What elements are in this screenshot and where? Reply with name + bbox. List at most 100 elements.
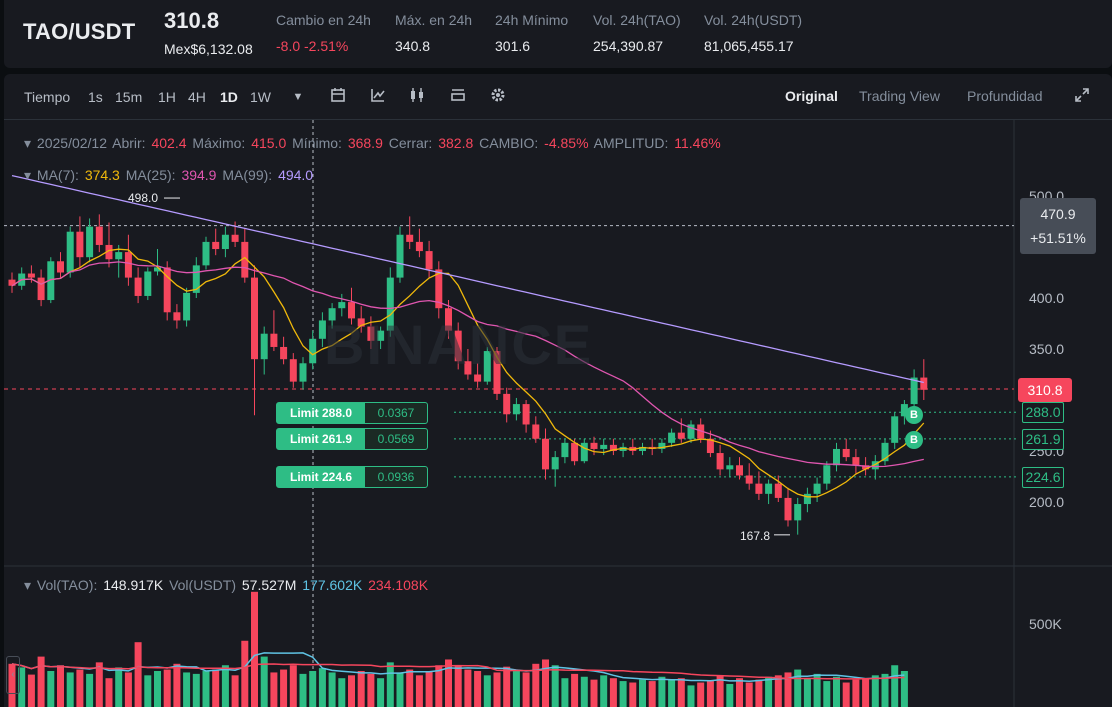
- volume-bar: [532, 663, 540, 707]
- volume-bar: [512, 669, 520, 707]
- volume-bar: [784, 672, 792, 707]
- chart-panel[interactable]: Tiempo 1s 15m 1H 4H 1D 1W ▼ Original Tra…: [4, 74, 1112, 707]
- volume-bar: [474, 671, 482, 707]
- cursor-price: 470.9: [1040, 206, 1076, 222]
- stat-high: Máx. en 24h 340.8: [395, 12, 472, 54]
- view-depth[interactable]: Profundidad: [967, 88, 1043, 104]
- candle-body: [687, 424, 695, 439]
- candle-body: [668, 432, 676, 443]
- ma25-line: [11, 261, 924, 468]
- volume-bar: [377, 678, 385, 707]
- triangle-down-icon: ▾: [24, 135, 32, 151]
- candle-body: [66, 231, 74, 273]
- ma7-line: [11, 248, 925, 498]
- current-price-tag: 310.8: [1018, 378, 1072, 402]
- layout-icon[interactable]: [448, 87, 468, 107]
- range-value: 11.46%: [674, 135, 721, 151]
- volume-bar: [212, 669, 220, 707]
- volume-bar: [221, 665, 229, 707]
- y-tick-label: 350.0: [1029, 341, 1065, 357]
- interval-4h[interactable]: 4H: [188, 89, 206, 105]
- order-qty: 0.0367: [377, 406, 415, 420]
- order-axis-tag: 288.0: [1022, 402, 1064, 423]
- candle-body: [425, 251, 433, 270]
- candle-body: [483, 351, 491, 382]
- candle-body: [221, 234, 229, 250]
- candle-body: [697, 424, 705, 439]
- volume-bar: [115, 667, 123, 707]
- candle-body: [823, 465, 831, 484]
- candlestick-chart[interactable]: [4, 120, 1112, 707]
- candle-body: [338, 302, 346, 309]
- volume-bar: [871, 675, 879, 707]
- expand-icon[interactable]: [1072, 87, 1092, 107]
- volume-bar: [241, 640, 249, 707]
- candle-body: [454, 330, 462, 362]
- ohlc-legend: ▾ 2025/02/12 Abrir: 402.4 Máximo: 415.0 …: [24, 135, 723, 152]
- crosshair-price-tag: 470.9 +51.51%: [1020, 198, 1096, 254]
- volume-bar: [881, 673, 889, 707]
- candle-body: [445, 308, 452, 331]
- candle-body: [755, 483, 763, 494]
- volume-bar: [231, 675, 239, 707]
- volume-bar: [813, 673, 821, 707]
- stat-label: Máx. en 24h: [395, 12, 473, 28]
- limit-order-tag[interactable]: Limit 261.9 0.0569: [276, 428, 428, 450]
- candle-body: [726, 465, 734, 470]
- volume-bar: [309, 671, 317, 707]
- candle-body: [542, 438, 549, 470]
- view-tradingview[interactable]: Trading View: [859, 88, 940, 104]
- high-value: 415.0: [251, 135, 287, 151]
- buy-badge[interactable]: B: [905, 406, 923, 424]
- interval-1d[interactable]: 1D: [220, 89, 238, 105]
- scroll-left-button[interactable]: ‹: [6, 656, 20, 694]
- volume-bar: [755, 679, 763, 707]
- candle-body: [891, 416, 899, 443]
- buy-badge[interactable]: B: [905, 431, 923, 449]
- candle-body: [833, 448, 840, 466]
- settings-icon[interactable]: [488, 87, 508, 107]
- candle-body: [803, 493, 811, 505]
- volume-bar: [590, 679, 598, 707]
- volume-bar: [76, 669, 84, 707]
- limit-order-tag[interactable]: Limit 288.0 0.0367: [276, 402, 428, 424]
- candle-body: [154, 267, 161, 272]
- stat-value: -8.0 -2.51%: [276, 38, 349, 54]
- volume-bar: [609, 678, 617, 707]
- candle-body: [677, 432, 685, 439]
- order-qty: 0.0569: [377, 432, 415, 446]
- volume-bar: [697, 682, 705, 707]
- stat-label: Vol. 24h(USDT): [704, 12, 803, 28]
- candle-body: [396, 234, 404, 278]
- calendar-icon[interactable]: [328, 87, 348, 107]
- candle-body: [386, 277, 394, 331]
- volume-bar: [891, 665, 899, 707]
- interval-15m[interactable]: 15m: [115, 89, 143, 105]
- interval-1w[interactable]: 1W: [250, 89, 271, 105]
- indicator-icon[interactable]: [368, 87, 388, 107]
- volume-bar: [348, 675, 355, 707]
- volume-bar: [57, 665, 64, 707]
- candle-body: [415, 241, 423, 252]
- volume-bar: [706, 681, 714, 707]
- candle-body: [474, 374, 482, 382]
- interval-1h[interactable]: 1H: [158, 89, 176, 105]
- volume-bar: [639, 679, 646, 707]
- vol-usdt-value: 57.527M: [241, 577, 297, 593]
- candle-body: [8, 279, 16, 286]
- candle-body: [86, 226, 94, 258]
- chevron-down-icon[interactable]: ▼: [292, 91, 304, 103]
- binance-watermark: BINANCE: [324, 313, 594, 376]
- candle-body: [765, 483, 773, 494]
- cursor-percent: +51.51%: [1030, 230, 1086, 246]
- volume-bar: [561, 678, 569, 707]
- view-original[interactable]: Original: [785, 88, 838, 104]
- volume-bar: [726, 683, 734, 707]
- volume-bar: [629, 682, 637, 707]
- interval-1s[interactable]: 1s: [88, 89, 103, 105]
- candle-body: [464, 361, 472, 375]
- candle-type-icon[interactable]: [408, 87, 428, 107]
- pair-symbol[interactable]: TAO/USDT: [23, 19, 136, 44]
- volume-bar: [8, 663, 16, 707]
- limit-order-tag[interactable]: Limit 224.6 0.0936: [276, 466, 428, 488]
